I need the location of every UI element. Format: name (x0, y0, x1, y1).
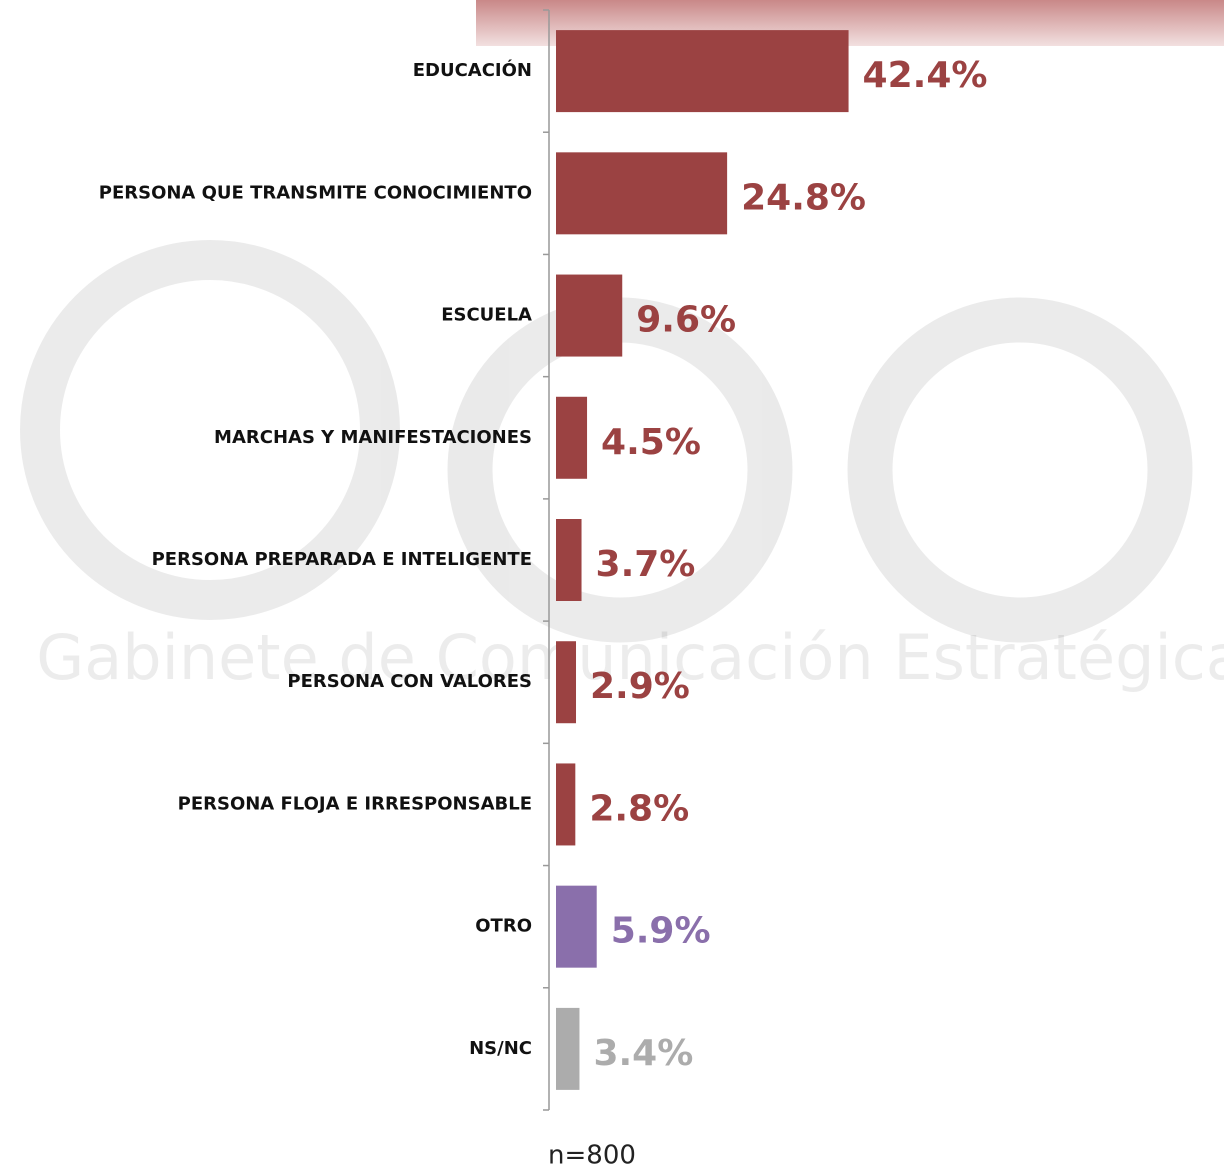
category-label: PERSONA QUE TRANSMITE CONOCIMIENTO (99, 182, 532, 203)
value-label: 4.5% (601, 422, 701, 463)
bar (556, 30, 849, 113)
bar (556, 763, 576, 846)
value-label: 42.4% (863, 55, 988, 96)
value-label: 3.4% (593, 1033, 693, 1074)
category-label: MARCHAS Y MANIFESTACIONES (214, 427, 532, 448)
sample-note: n=800 (548, 1141, 636, 1168)
value-label: 3.7% (596, 544, 696, 585)
bar (556, 396, 588, 479)
bar (556, 519, 582, 601)
watermark-text: Gabinete de Comunicación Estratégica (36, 621, 1224, 694)
category-label: PERSONA CON VALORES (287, 671, 532, 692)
category-label: OTRO (475, 916, 532, 937)
category-label: EDUCACIÓN (413, 59, 532, 81)
category-label: ESCUELA (441, 305, 532, 326)
value-label: 9.6% (636, 300, 736, 341)
category-label: NS/NC (469, 1038, 532, 1059)
value-label: 24.8% (741, 177, 866, 218)
bar (556, 641, 577, 724)
category-label: PERSONA PREPARADA E INTELIGENTE (152, 549, 532, 570)
bar (556, 152, 728, 235)
category-label: PERSONA FLOJA E IRRESPONSABLE (178, 793, 532, 814)
bar (556, 885, 597, 968)
value-label: 2.8% (589, 788, 689, 829)
bar (556, 274, 623, 357)
value-label: 2.9% (590, 666, 690, 707)
bar (556, 1007, 580, 1090)
value-label: 5.9% (611, 911, 711, 952)
